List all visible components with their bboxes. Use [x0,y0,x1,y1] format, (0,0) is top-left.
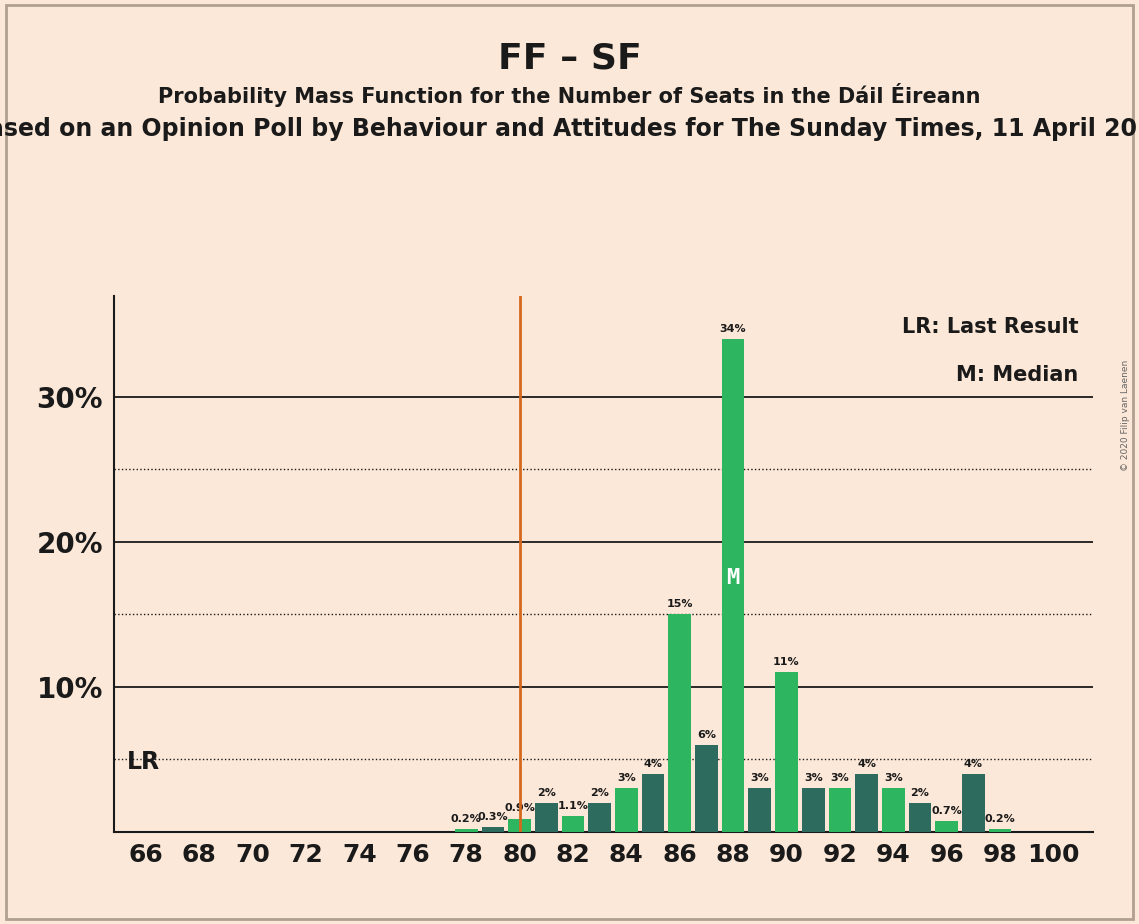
Bar [802,788,825,832]
Bar [562,816,584,832]
Text: 0.9%: 0.9% [505,804,535,813]
Bar [535,803,558,832]
Text: M: Median: M: Median [957,365,1079,385]
Bar [454,829,477,832]
Bar [589,803,611,832]
Bar [615,788,638,832]
Bar [882,788,904,832]
Text: M: M [727,568,740,588]
Bar [989,829,1011,832]
Text: 0.7%: 0.7% [932,807,962,817]
Text: 3%: 3% [617,773,636,783]
Text: 11%: 11% [773,657,800,667]
Text: 4%: 4% [964,759,983,769]
Text: Probability Mass Function for the Number of Seats in the Dáil Éireann: Probability Mass Function for the Number… [158,83,981,107]
Text: FF – SF: FF – SF [498,42,641,76]
Text: 15%: 15% [666,600,693,609]
Bar [695,745,718,832]
Text: 2%: 2% [536,787,556,797]
Text: 6%: 6% [697,730,716,739]
Text: LR: LR [128,750,161,774]
Text: Based on an Opinion Poll by Behaviour and Attitudes for The Sunday Times, 11 Apr: Based on an Opinion Poll by Behaviour an… [0,117,1139,141]
Bar [776,673,797,832]
Bar [855,773,878,832]
Text: 0.2%: 0.2% [451,814,482,823]
Text: 3%: 3% [830,773,850,783]
Text: 4%: 4% [644,759,663,769]
Bar [909,803,932,832]
Text: 0.2%: 0.2% [984,814,1015,823]
Bar [962,773,985,832]
Text: 3%: 3% [884,773,902,783]
Bar [935,821,958,832]
Text: 3%: 3% [751,773,769,783]
Bar [482,827,505,832]
Text: LR: Last Result: LR: Last Result [902,317,1079,337]
Text: 0.3%: 0.3% [477,812,508,822]
Text: 2%: 2% [910,787,929,797]
Bar [722,339,745,832]
Bar [828,788,851,832]
Bar [669,614,691,832]
Text: 2%: 2% [590,787,609,797]
Text: © 2020 Filip van Laenen: © 2020 Filip van Laenen [1121,360,1130,471]
Text: 34%: 34% [720,324,746,334]
Bar [641,773,664,832]
Text: 3%: 3% [804,773,822,783]
Text: 1.1%: 1.1% [557,800,589,810]
Bar [508,819,531,832]
Text: 4%: 4% [857,759,876,769]
Bar [748,788,771,832]
